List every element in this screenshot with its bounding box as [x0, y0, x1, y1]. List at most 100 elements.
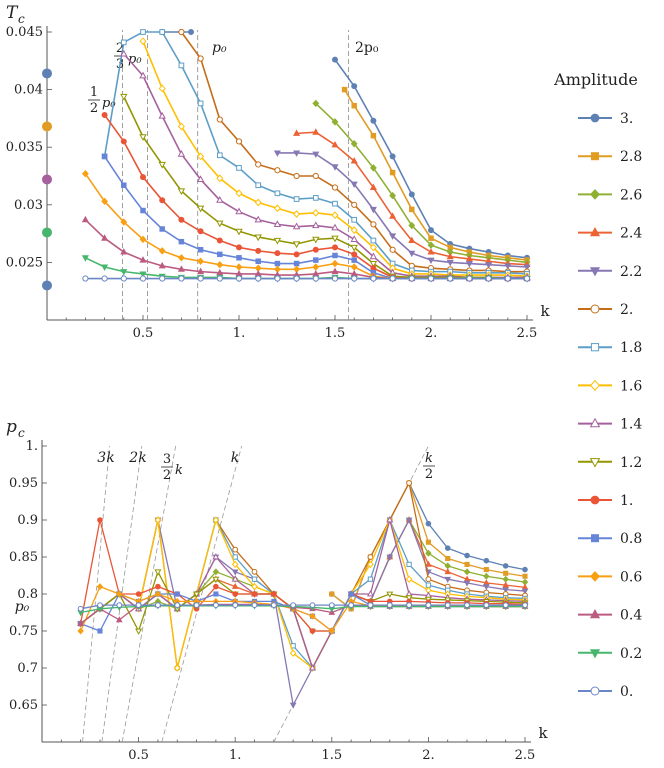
pc-data-point [424, 591, 432, 598]
tc-data-point [159, 197, 166, 204]
tc-data-point [158, 247, 166, 255]
pc-data-point [521, 588, 529, 595]
tc-series-2_4 [293, 128, 531, 268]
pc-data-point [231, 560, 239, 569]
tc-data-point [274, 260, 281, 267]
tc-data-point [466, 275, 473, 282]
tc-y-tick-label: 0.025 [6, 255, 43, 270]
pc-y-tick-label: 0.85 [9, 550, 38, 565]
tc-data-point [178, 238, 185, 245]
tc-series-1_6 [139, 37, 531, 281]
tc-data-point [312, 263, 320, 271]
tc-data-point [331, 259, 339, 268]
tc-data-point [235, 138, 243, 145]
pc-data-point [290, 602, 297, 608]
tc-data-point [312, 128, 320, 135]
tc-data-point [216, 268, 224, 276]
tc-data-point [139, 134, 147, 141]
legend-item-2_: 2. [578, 302, 633, 318]
tc-data-point [504, 275, 511, 282]
tc-data-point [274, 167, 281, 174]
pc-data-point [97, 517, 103, 523]
pc-series-line [80, 517, 526, 670]
pc-data-point [445, 555, 451, 562]
pc-data-point [503, 570, 509, 576]
pc-y-tick-label: 0.95 [9, 476, 38, 491]
pc-data-point [366, 590, 374, 597]
legend-item-1_8: 1.8 [578, 340, 642, 356]
tc-data-point [293, 150, 301, 157]
pc-y-tick-label: 0.9 [17, 513, 38, 528]
pc-data-point [425, 520, 432, 527]
tc-data-point [293, 210, 301, 218]
legend-marker [591, 534, 600, 543]
legend-marker [589, 267, 601, 277]
pc-series-line [80, 605, 525, 614]
tc-data-point [331, 275, 339, 282]
tc-data-point [370, 265, 377, 272]
tc-x-tick-label: 1.5 [325, 326, 346, 341]
pc-data-point [483, 567, 489, 573]
tc-data-point [523, 264, 531, 271]
tc-data-point [523, 275, 531, 282]
legend-label: 1.8 [620, 340, 642, 356]
tc-series-line [315, 102, 528, 264]
tc-data-point [81, 169, 89, 178]
tc-data-point [389, 246, 396, 253]
tc-data-point [408, 191, 415, 198]
tc-data-point [216, 196, 224, 203]
tc-data-point [159, 226, 165, 232]
pc-data-point [386, 602, 393, 608]
pc-curve-label-den: 2 [425, 467, 433, 482]
legend-marker [590, 113, 600, 123]
tc-data-point [273, 150, 281, 157]
pc-data-point [213, 591, 219, 597]
pc-y-tick-label: 0.65 [9, 698, 38, 713]
tc-data-point [331, 56, 338, 63]
tc-data-point [197, 100, 204, 107]
tc-data-point [312, 151, 320, 159]
tc-data-point [465, 254, 473, 262]
tc-data-point [350, 263, 358, 271]
pc-data-point [232, 591, 239, 597]
tc-data-point [370, 275, 377, 282]
pc-data-point [251, 568, 258, 575]
tc-axis-dot [42, 174, 52, 185]
pc-data-point [522, 566, 528, 573]
tc-data-point [427, 257, 435, 265]
pc-data-point [309, 602, 316, 608]
legend-item-2_8: 2.8 [578, 149, 642, 165]
tc-data-point [139, 256, 147, 263]
tc-data-point [139, 275, 147, 282]
pc-curve-label: 3k [97, 450, 114, 466]
tc-data-point [101, 264, 109, 271]
pc-data-point [251, 602, 258, 608]
tc-series-line [296, 131, 528, 266]
tc-x-tick-label: 2.5 [517, 326, 538, 341]
tc-data-point [331, 164, 339, 171]
pc-data-point [173, 664, 181, 672]
pc-data-point [425, 560, 432, 567]
pc-data-point [406, 480, 412, 486]
pc-data-point [348, 602, 355, 608]
tc-data-point [389, 233, 397, 240]
pc-data-point [212, 553, 220, 560]
tc-data-point [196, 205, 205, 213]
tc-data-point [197, 228, 204, 235]
pc-data-point [502, 575, 509, 583]
legend-marker [589, 379, 601, 391]
legend-item-1_: 1. [578, 493, 633, 509]
pc-x-tick-label: 2.5 [515, 748, 536, 763]
pc-series-line [80, 604, 525, 610]
tc-axis-dot [42, 280, 52, 291]
pc-data-point [155, 602, 161, 608]
tc-data-point [465, 261, 473, 268]
tc-data-point [427, 227, 434, 234]
legend-item-2_6: 2.6 [578, 187, 642, 203]
pc-x-tick-label: 0.5 [128, 748, 149, 763]
pc-data-point [212, 568, 220, 576]
pc-x-tick-label: 2. [422, 748, 434, 763]
pc-data-point [522, 573, 528, 579]
